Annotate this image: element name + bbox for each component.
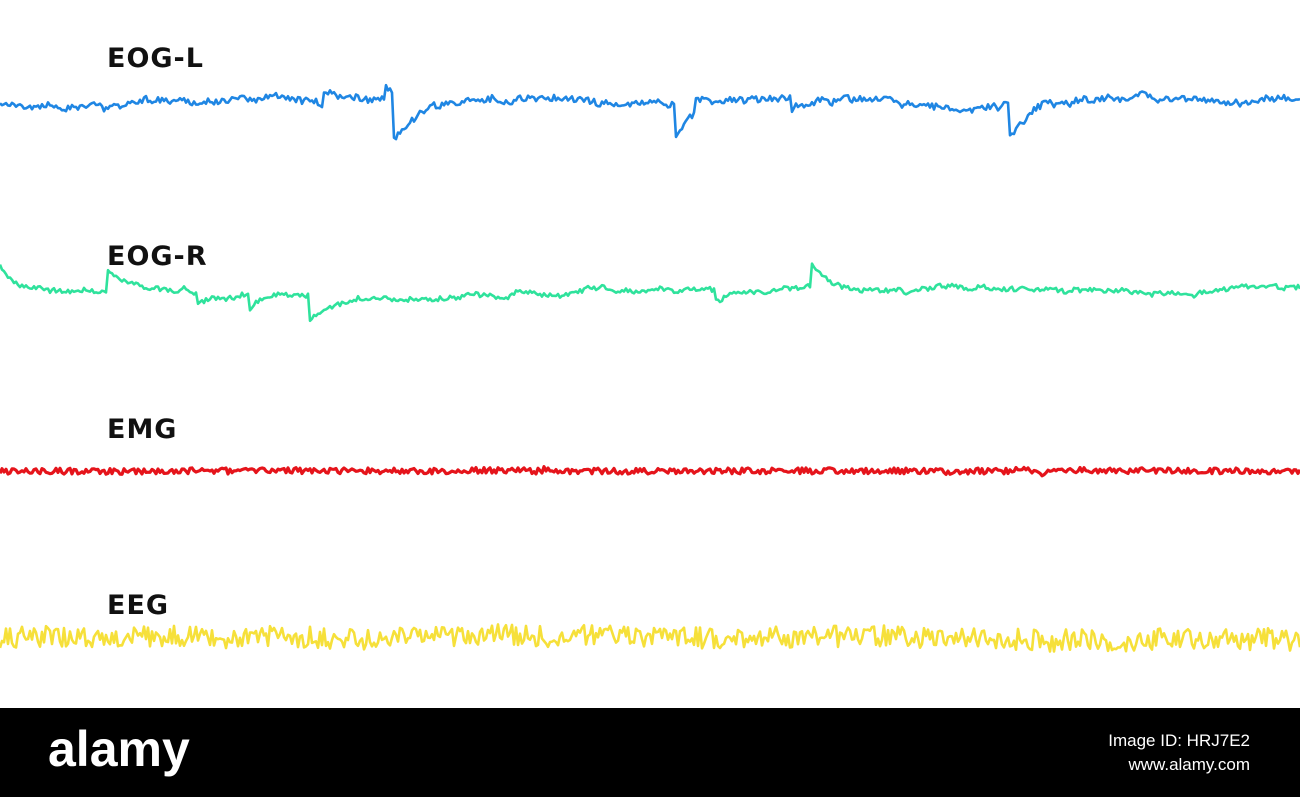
url: www.alamy.com — [1127, 755, 1250, 774]
background — [0, 0, 1300, 708]
trace-line — [0, 623, 1300, 653]
trace-line — [0, 262, 1300, 323]
trace-line — [0, 83, 1300, 141]
trace-label: EMG — [107, 414, 177, 445]
logo: alamy — [48, 721, 190, 777]
trace-label: EOG-R — [107, 241, 208, 272]
trace-label: EEG — [107, 590, 169, 621]
image-id: Image ID: HRJ7E2 — [1108, 731, 1250, 750]
footer-bar — [0, 708, 1300, 797]
trace-label: EOG-L — [107, 43, 204, 74]
trace-line — [0, 465, 1300, 478]
